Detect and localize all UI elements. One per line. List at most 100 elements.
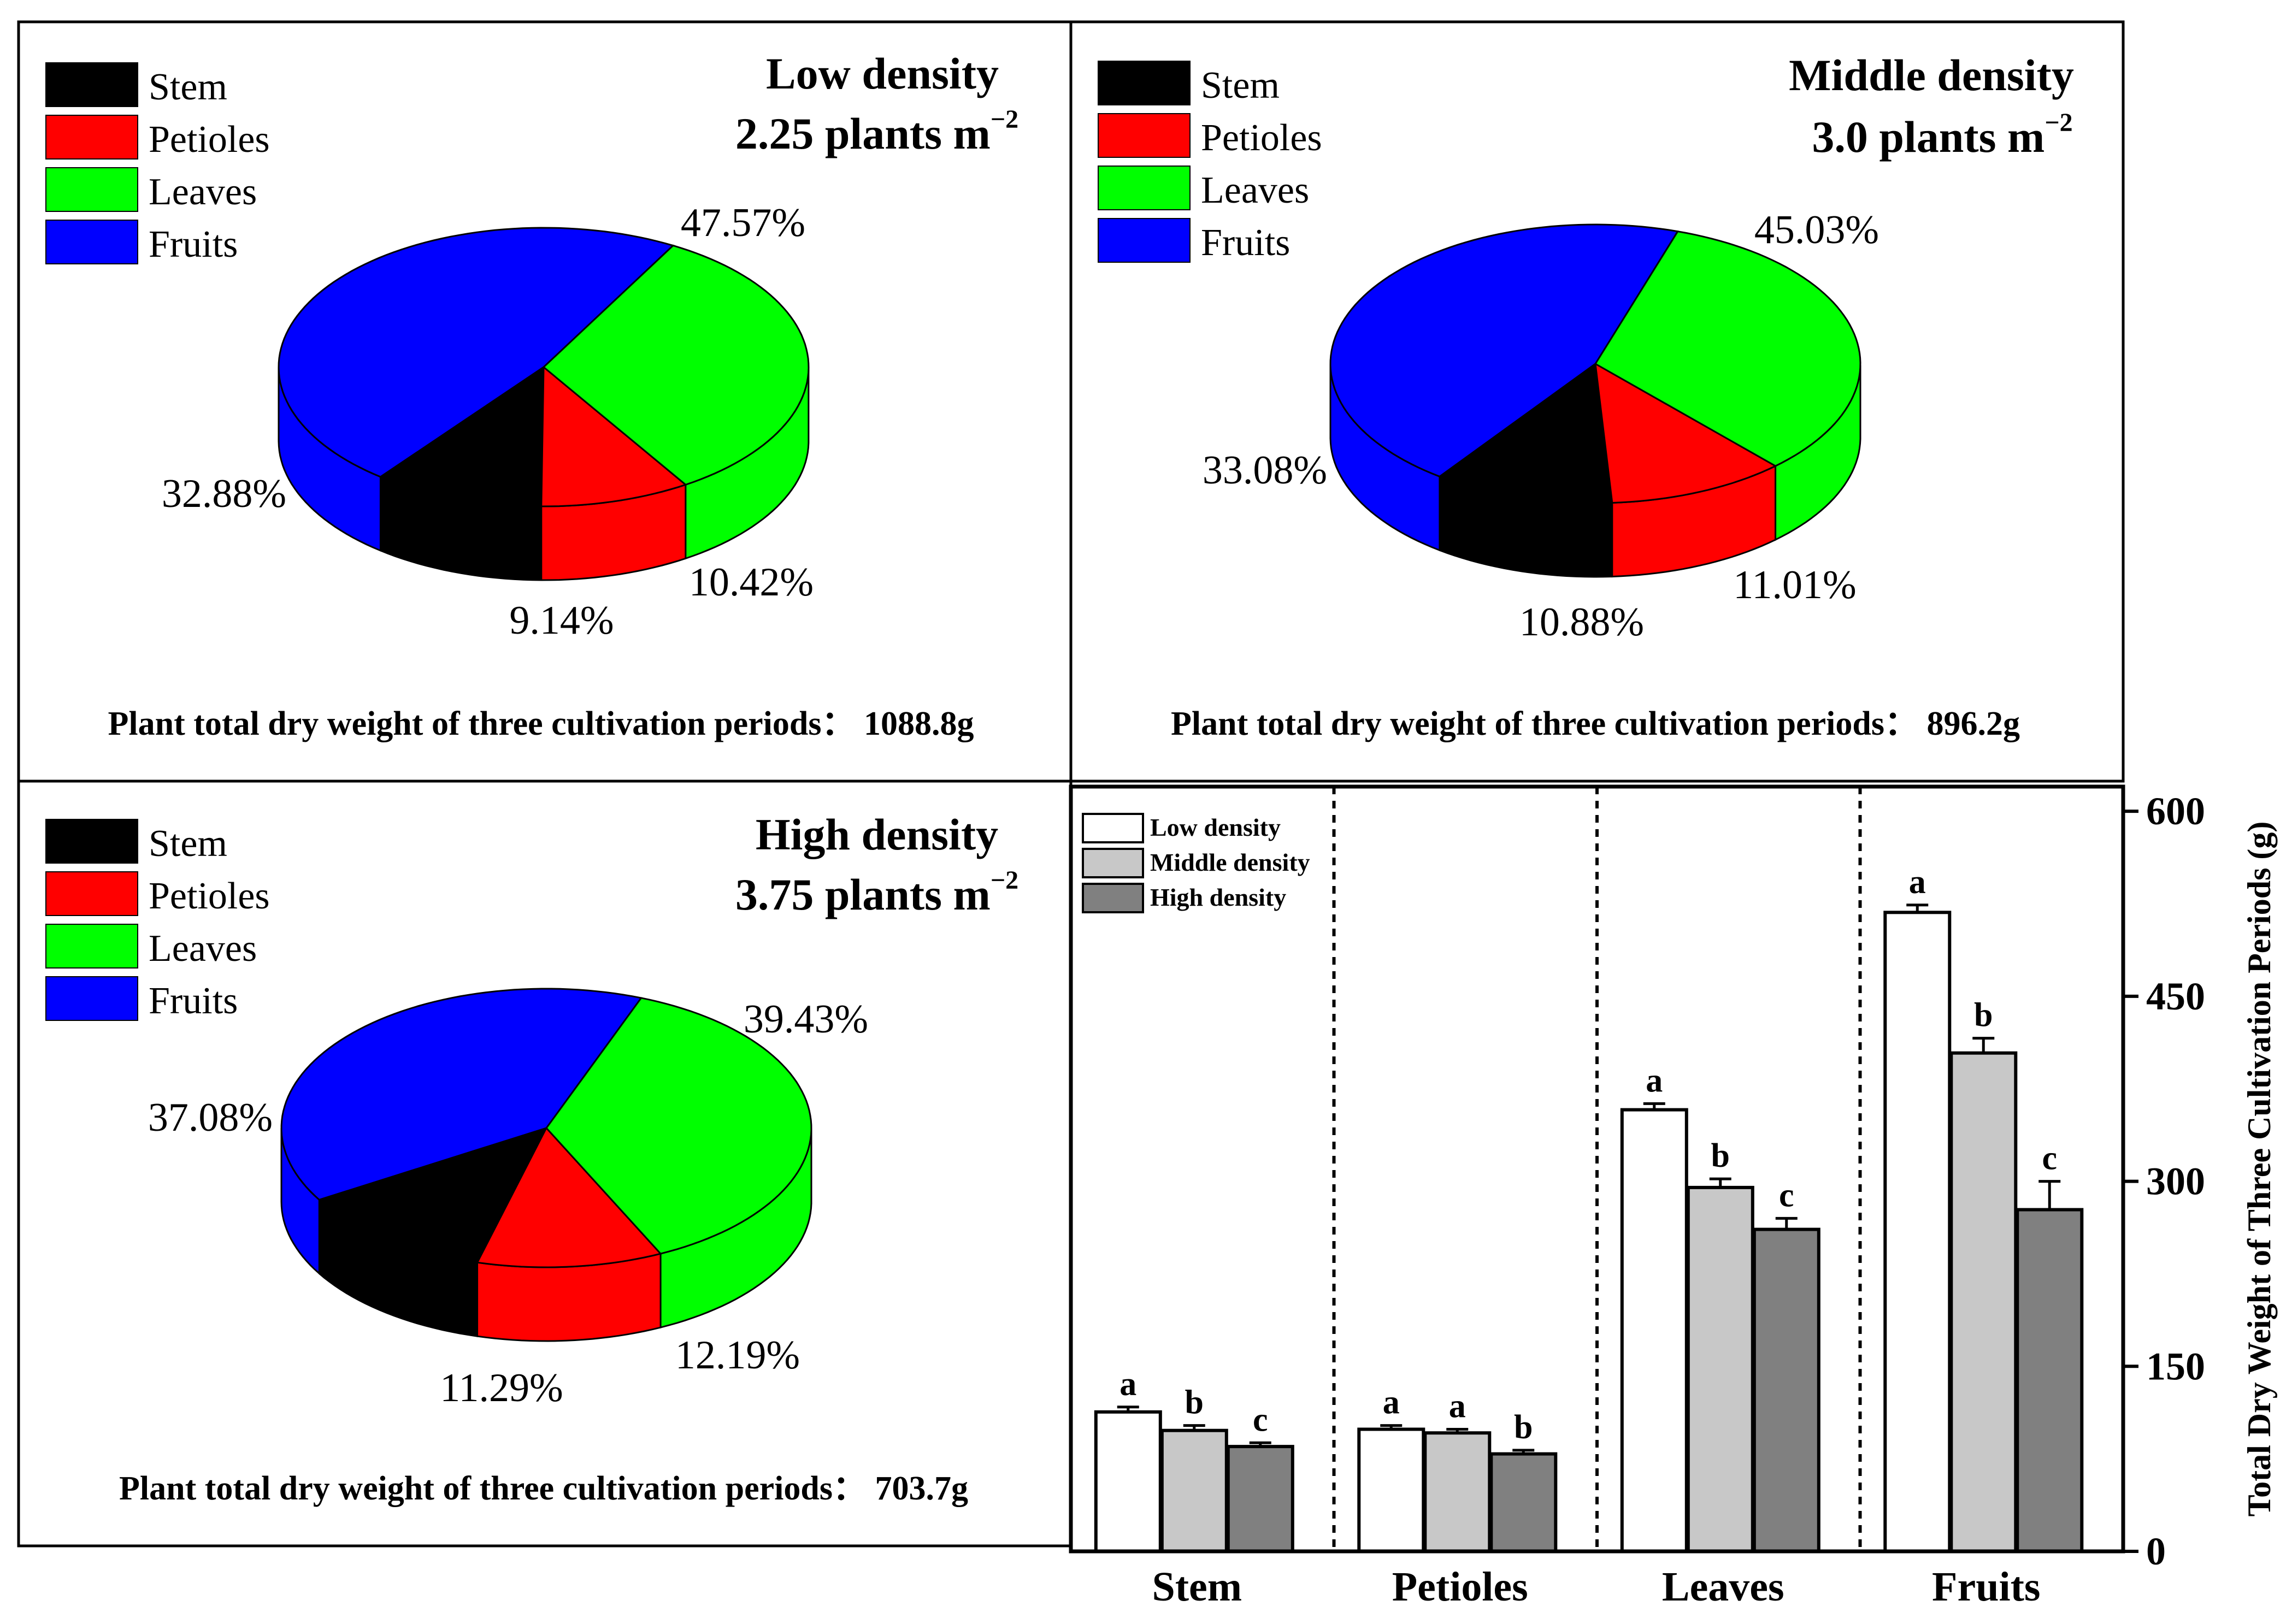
bar-chart: a b c a a b a b c a b c 0 150 300 450 600 Stem Petioles L…: [1069, 784, 2277, 1610]
y-tick-label: 300: [2146, 1160, 2205, 1203]
bar-petioles-high: [1489, 1452, 1558, 1554]
legend-label-petioles: Petioles: [149, 119, 270, 161]
y-tick-label: 0: [2146, 1529, 2166, 1573]
significance-letter: b: [1711, 1137, 1730, 1174]
significance-letter: a: [1383, 1384, 1400, 1421]
significance-letter: c: [1253, 1401, 1268, 1438]
y-tick-label: 150: [2146, 1344, 2205, 1388]
pie-label-stem-high: 12.19%: [675, 1333, 800, 1378]
bar-leaves-high: [1752, 1227, 1820, 1554]
legend-label-stem: Stem: [149, 823, 227, 865]
y-tick-label: 600: [2146, 789, 2205, 833]
pie-label-stem-middle: 11.01%: [1733, 563, 1856, 607]
bar-stem-middle: [1160, 1428, 1228, 1553]
pie-footer-middle: Plant total dry weight of three cultivat…: [1171, 705, 2020, 742]
significance-letter: a: [1646, 1062, 1663, 1099]
pie-subtitle-middle-main: 3.0 plants m: [1812, 112, 2044, 162]
legend-label-leaves: Leaves: [149, 171, 257, 213]
pie-subtitle-low-sup: −2: [991, 105, 1018, 134]
bar-stem-high: [1226, 1445, 1294, 1554]
legend-label-petioles: Petioles: [1201, 117, 1322, 159]
pie-title-high: High density: [756, 810, 998, 859]
pie-slice-petioles: [476, 1126, 662, 1268]
bar-petioles-middle: [1423, 1431, 1492, 1553]
bar-fruits-middle: [1949, 1051, 2018, 1553]
legend-swatch-petioles: [45, 871, 138, 916]
pie-slice-leaves: [545, 997, 812, 1255]
significance-letter: c: [2042, 1140, 2057, 1177]
pie-slice-stem: [379, 365, 545, 507]
pie-slice-fruits: [280, 988, 643, 1201]
bar-leaves-middle: [1686, 1185, 1754, 1553]
legend-label-low-density: Low density: [1150, 813, 1281, 841]
legend-swatch-stem: [1098, 61, 1191, 105]
legend-swatch-stem: [45, 819, 138, 864]
legend-label-stem: Stem: [149, 66, 227, 108]
significance-letter: a: [1120, 1366, 1136, 1403]
bar-petioles-low: [1357, 1427, 1425, 1553]
legend-label-leaves: Leaves: [149, 928, 257, 970]
x-tick-label-stem: Stem: [1152, 1564, 1242, 1610]
pie-sides: [1329, 364, 1861, 578]
significance-letter: b: [1514, 1409, 1533, 1446]
panel-middle-frame: [1069, 20, 2125, 783]
legend-swatch-fruits: [45, 976, 138, 1021]
pie-high: [280, 988, 812, 1342]
pie-legend-middle: Stem Petioles Leaves Fruits: [1098, 61, 1322, 264]
significance-letter: b: [1974, 997, 1993, 1034]
bar-y-axis: 0 150 300 450 600: [2123, 789, 2205, 1573]
bar-fruits-low: [1883, 911, 1952, 1553]
x-tick-label-fruits: Fruits: [1932, 1564, 2040, 1610]
legend-label-leaves: Leaves: [1201, 169, 1309, 211]
pie-slice-stem: [317, 1126, 548, 1263]
pie-label-leaves-middle: 33.08%: [1203, 448, 1327, 493]
pie-subtitle-middle: 3.0 plants m−2: [1812, 108, 2072, 162]
bar-fruits-high: [2016, 1208, 2084, 1553]
pie-sides: [280, 1127, 812, 1342]
significance-letter: a: [1909, 864, 1926, 901]
x-tick-label-petioles: Petioles: [1392, 1564, 1528, 1610]
legend-label-high-density: High density: [1150, 883, 1286, 911]
pie-tops: [1329, 223, 1861, 504]
legend-swatch-middle-density: [1082, 848, 1144, 878]
pie-label-leaves-high: 37.08%: [148, 1095, 273, 1140]
significance-letter: c: [1779, 1177, 1794, 1214]
legend-swatch-petioles: [1098, 113, 1191, 158]
bar-marks: a b c a a b a b c a b c: [1094, 864, 2084, 1554]
legend-swatch-leaves: [45, 924, 138, 969]
pie-panel-high: Stem Petioles Leaves Fruits High density…: [45, 810, 1018, 1507]
pie-footer-low: Plant total dry weight of three cultivat…: [108, 705, 974, 742]
pie-slice-fruits: [1329, 223, 1680, 477]
pie-tops: [280, 988, 812, 1268]
pie-footer-high: Plant total dry weight of three cultivat…: [119, 1470, 968, 1507]
legend-swatch-leaves: [1098, 166, 1191, 210]
pie-label-petioles-high: 11.29%: [440, 1366, 563, 1410]
pie-slice-petioles: [540, 365, 687, 507]
bar-x-tick-labels: Stem Petioles Leaves Fruits: [1152, 1564, 2040, 1610]
legend-swatch-fruits: [45, 220, 138, 264]
pie-label-fruits-middle: 45.03%: [1754, 208, 1879, 252]
legend-label-middle-density: Middle density: [1150, 848, 1310, 876]
pie-legend-low: Stem Petioles Leaves Fruits: [45, 62, 270, 265]
legend-swatch-low-density: [1082, 813, 1144, 843]
pie-slice-fruits: [278, 227, 675, 478]
pie-title-middle: Middle density: [1789, 50, 2074, 100]
legend-label-fruits: Fruits: [149, 223, 238, 265]
pie-low: [278, 227, 810, 581]
pie-subtitle-high-main: 3.75 plants m: [735, 870, 991, 919]
pie-subtitle-low-main: 2.25 plants m: [735, 109, 991, 158]
pie-title-low: Low density: [766, 49, 999, 98]
x-tick-label-leaves: Leaves: [1662, 1564, 1784, 1610]
legend-swatch-petioles: [45, 115, 138, 160]
bar-legend: Low density Middle density High density: [1082, 813, 1310, 913]
bar-stem-low: [1094, 1410, 1162, 1554]
pie-label-stem-low: 10.42%: [689, 560, 814, 605]
pie-slice-petioles: [1594, 362, 1777, 504]
legend-label-stem: Stem: [1201, 64, 1280, 107]
legend-label-fruits: Fruits: [149, 980, 238, 1022]
legend-swatch-fruits: [1098, 218, 1191, 263]
pie-label-fruits-high: 39.43%: [744, 997, 868, 1042]
legend-label-fruits: Fruits: [1201, 222, 1290, 264]
